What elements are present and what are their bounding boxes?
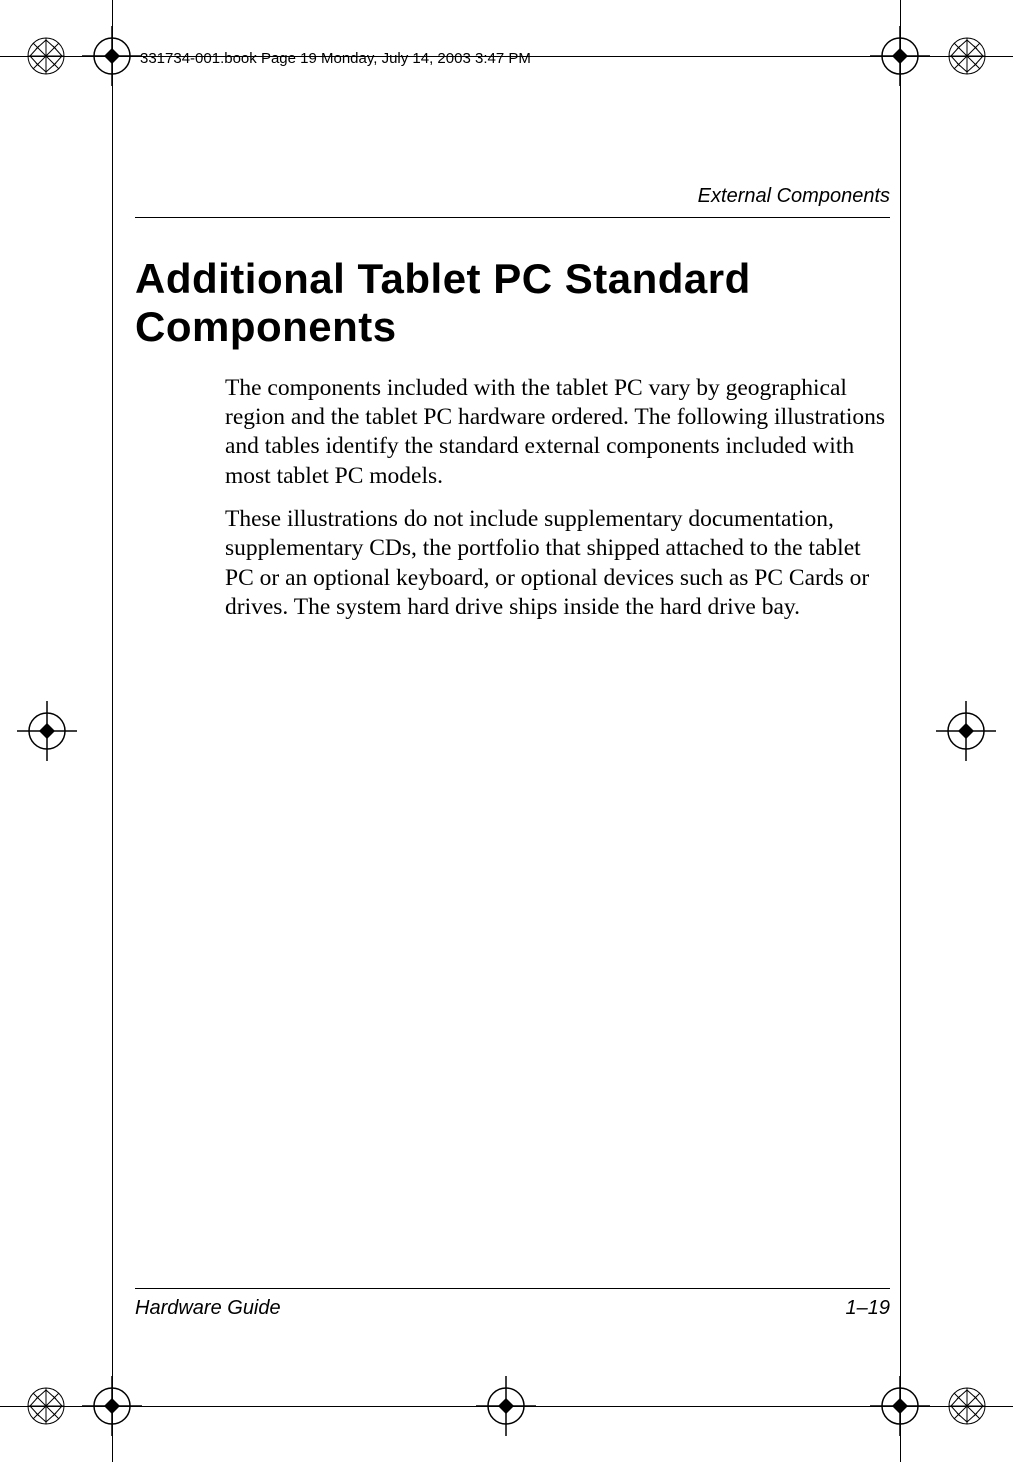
footer-rule bbox=[135, 1288, 890, 1289]
header-rule bbox=[135, 217, 890, 218]
crosshair-icon bbox=[82, 26, 142, 86]
guide-right bbox=[900, 0, 901, 1462]
regmark-icon bbox=[26, 36, 66, 76]
crosshair-icon bbox=[936, 701, 996, 761]
running-head: External Components bbox=[698, 185, 890, 208]
body-text: The components included with the tablet … bbox=[225, 374, 890, 623]
paragraph: These illustrations do not include suppl… bbox=[225, 505, 890, 623]
page: 331734-001.book Page 19 Monday, July 14,… bbox=[0, 0, 1013, 1462]
page-title: Additional Tablet PC Standard Components bbox=[135, 255, 890, 352]
book-meta-line: 331734-001.book Page 19 Monday, July 14,… bbox=[140, 50, 531, 67]
crosshair-icon bbox=[870, 1376, 930, 1436]
crosshair-icon bbox=[17, 701, 77, 761]
crosshair-icon bbox=[870, 26, 930, 86]
page-footer: Hardware Guide 1–19 bbox=[135, 1288, 890, 1320]
regmark-icon bbox=[947, 1386, 987, 1426]
paragraph: The components included with the tablet … bbox=[225, 374, 890, 492]
footer-right: 1–19 bbox=[846, 1297, 891, 1320]
crosshair-icon bbox=[476, 1376, 536, 1436]
regmark-icon bbox=[947, 36, 987, 76]
regmark-icon bbox=[26, 1386, 66, 1426]
content-area: External Components Additional Tablet PC… bbox=[135, 185, 890, 637]
guide-bottom bbox=[0, 1406, 1013, 1407]
crosshair-icon bbox=[82, 1376, 142, 1436]
guide-left bbox=[112, 0, 113, 1462]
footer-left: Hardware Guide bbox=[135, 1297, 281, 1320]
